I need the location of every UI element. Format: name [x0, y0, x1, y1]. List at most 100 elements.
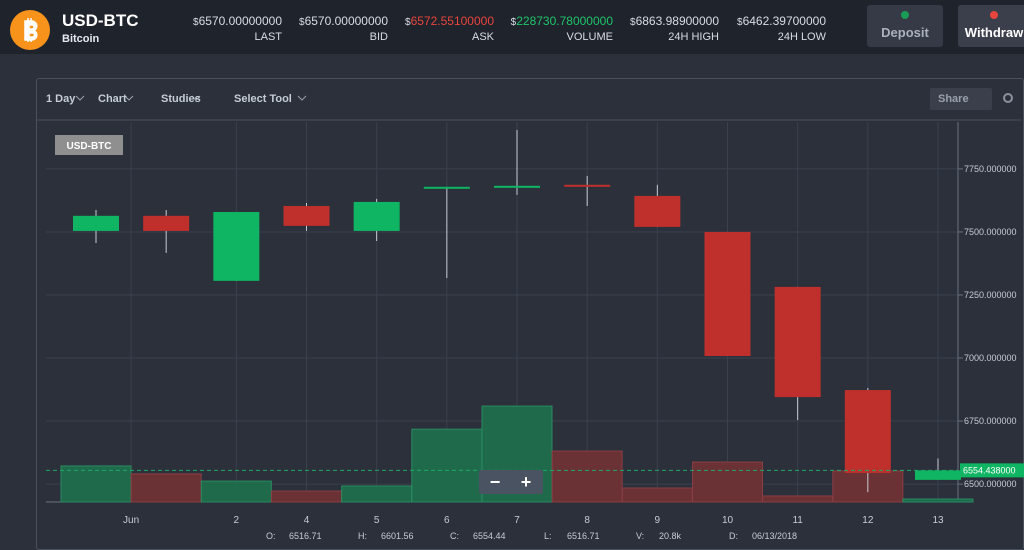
- stat: $228730.78000000 VOLUME: [473, 14, 613, 43]
- stat-value: 6570.00000000: [198, 14, 282, 28]
- coin-name: Bitcoin: [62, 33, 100, 45]
- candle-body: [143, 215, 190, 231]
- candle-body: [844, 390, 891, 474]
- stat: $6863.98900000 24H HIGH: [579, 14, 719, 43]
- stat-value: 228730.78000000: [516, 14, 613, 28]
- volume-bar: [692, 461, 763, 503]
- volume-bar: [271, 490, 342, 503]
- stat-prefix: $: [737, 17, 743, 28]
- candle-body: [634, 195, 681, 227]
- stat-label: 24H HIGH: [668, 31, 719, 43]
- zoom-box[interactable]: [479, 470, 543, 494]
- volume-bar: [621, 487, 693, 503]
- dropdown-caret: [297, 95, 307, 101]
- last-price-label: 6554.438000: [963, 465, 1016, 475]
- stat-label: LAST: [254, 31, 282, 43]
- x-tick-label: 7: [514, 515, 520, 526]
- stat-value: 6863.98900000: [635, 14, 719, 28]
- badge-label: USD-BTC: [67, 141, 112, 152]
- y-tick-label: 7750.000000: [964, 164, 1017, 174]
- candle-body: [423, 186, 470, 189]
- header-button[interactable]: Withdraw: [958, 5, 1024, 47]
- readout-value: 06/13/2018: [752, 531, 797, 541]
- zoom-button[interactable]: +: [521, 472, 532, 492]
- readout-label: L:: [544, 531, 552, 541]
- stat-label: ASK: [471, 31, 494, 43]
- volume-bar: [130, 473, 202, 503]
- header-button[interactable]: Deposit: [867, 5, 943, 47]
- readout-value: 20.8k: [659, 531, 682, 541]
- settings-icon: [1003, 93, 1013, 103]
- dropdown-caret: [124, 95, 134, 101]
- candle-body: [283, 205, 330, 226]
- x-tick-label: 10: [722, 515, 734, 526]
- x-tick-label: 8: [584, 515, 590, 526]
- volume-bar: [902, 498, 974, 503]
- readout-value: 6601.56: [381, 531, 414, 541]
- stat-prefix: $: [510, 17, 517, 28]
- stat-label: BID: [369, 31, 388, 43]
- readout-value: 6516.71: [567, 531, 600, 541]
- readout-label: H:: [358, 531, 367, 541]
- button-icon: [901, 11, 909, 19]
- header: USD-BTC Bitcoin $6570.00000000 LAST $6570.…: [0, 0, 1024, 54]
- candle-body: [494, 185, 540, 188]
- candle-body: [353, 201, 400, 231]
- button-icon: [990, 11, 998, 19]
- logo: [10, 10, 50, 50]
- stat-prefix: $: [193, 17, 199, 28]
- x-tick-label: 6: [444, 515, 450, 526]
- pair-title: USD-BTC: [62, 11, 139, 30]
- stat-prefix: $: [405, 17, 411, 28]
- candle-body: [564, 184, 611, 187]
- badge-box: [55, 135, 123, 155]
- y-tick-label: 7500.000000: [964, 227, 1017, 237]
- x-tick-label: 2: [234, 515, 240, 526]
- stat: $6570.00000000 BID: [248, 14, 388, 43]
- readout-value: 6516.71: [289, 531, 322, 541]
- zoom-button[interactable]: −: [490, 472, 501, 492]
- y-tick-label: 6750.000000: [964, 416, 1017, 426]
- toolbar-item[interactable]: Chart: [98, 93, 127, 105]
- stat: $6572.55100000 ASK: [354, 14, 494, 43]
- readout-label: D:: [729, 531, 738, 541]
- stat: $6462.39700000 24H LOW: [686, 14, 826, 43]
- candle-body: [915, 470, 961, 480]
- toolbar-item[interactable]: Select Tool: [234, 93, 292, 105]
- y-tick-label: 7250.000000: [964, 290, 1017, 300]
- volume-bar: [200, 480, 272, 503]
- month-label: Jun: [123, 515, 139, 526]
- candle-body: [774, 286, 821, 398]
- share-label: Share: [938, 93, 969, 105]
- share-button[interactable]: Share: [930, 88, 992, 110]
- readout-label: O:: [266, 531, 276, 541]
- dropdown-caret: [191, 95, 201, 101]
- stat-label: 24H LOW: [777, 31, 826, 43]
- volume-bar: [341, 485, 413, 503]
- stat-value: 6570.00000000: [304, 14, 388, 28]
- x-tick-label: 5: [374, 515, 380, 526]
- y-tick-label: 7000.000000: [964, 353, 1017, 363]
- candle-body: [213, 212, 260, 281]
- toolbar-item[interactable]: 1 Day: [46, 93, 76, 105]
- volume-bar: [762, 495, 834, 503]
- readout-value: 6554.44: [473, 531, 506, 541]
- candle-body: [73, 215, 119, 231]
- stat-prefix: $: [299, 17, 305, 28]
- volume-bar: [551, 450, 623, 503]
- stat: $6570.00000000 LAST: [142, 14, 282, 43]
- x-tick-label: 9: [655, 515, 661, 526]
- stat-value: 6462.39700000: [742, 14, 826, 28]
- readout-label: V:: [636, 531, 644, 541]
- x-tick-label: 12: [862, 515, 874, 526]
- volume-bar: [411, 428, 483, 503]
- dropdown-caret: [75, 95, 85, 101]
- toolbar-item[interactable]: Studies: [161, 93, 201, 105]
- candle-body: [704, 231, 751, 357]
- x-tick-label: 4: [304, 515, 310, 526]
- stat-prefix: $: [630, 17, 636, 28]
- x-tick-label: 13: [932, 515, 944, 526]
- last-price-box: [960, 463, 1024, 478]
